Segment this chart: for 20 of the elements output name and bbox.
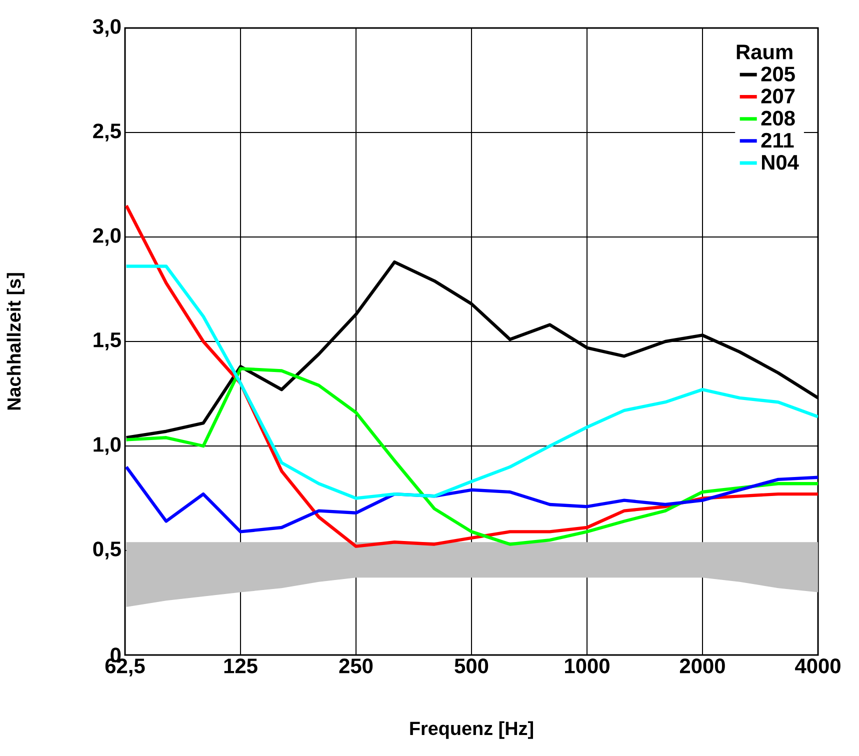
legend-label: 208 <box>761 110 795 126</box>
x-tick-label: 500 <box>454 658 488 674</box>
y-tick-label: 3,0 <box>92 19 121 37</box>
legend-label: 207 <box>761 88 795 104</box>
legend-label: 211 <box>761 132 794 148</box>
y-tick-label: 2,0 <box>93 228 121 246</box>
legend-title: Raum <box>736 44 792 60</box>
x-axis-title: Frequenz [Hz] <box>410 721 533 739</box>
y-axis-title: Nachhallzeit [s] <box>6 273 24 410</box>
x-tick-label: 125 <box>224 658 258 674</box>
x-tick-label: 4000 <box>795 658 840 674</box>
y-tick-label: 2,5 <box>93 124 121 142</box>
x-tick-label: 2000 <box>680 658 725 674</box>
legend-label: 205 <box>761 66 795 82</box>
y-tick-label: 0,5 <box>93 542 121 560</box>
y-tick-label: 1,0 <box>94 437 121 455</box>
x-tick-label: 1000 <box>565 658 610 674</box>
y-tick-label: 1,5 <box>94 332 121 350</box>
x-tick-label: 250 <box>339 658 373 674</box>
legend-label: N04 <box>762 154 799 170</box>
